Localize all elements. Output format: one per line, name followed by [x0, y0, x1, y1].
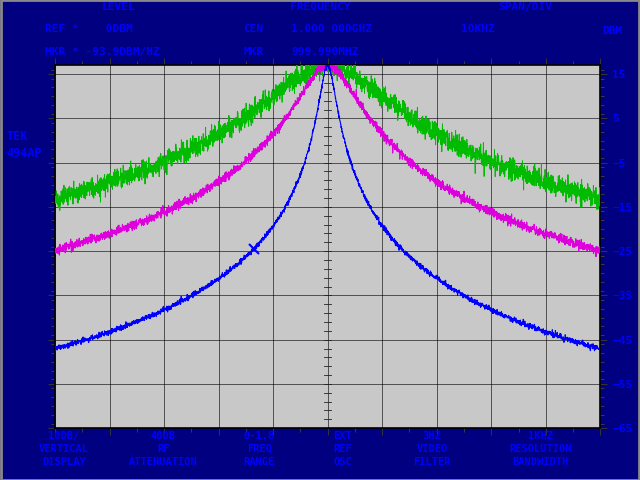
Text: REF *    0DBM: REF * 0DBM: [45, 24, 132, 34]
Text: 10KHZ: 10KHZ: [461, 24, 495, 34]
Text: FREQUENCY: FREQUENCY: [290, 2, 350, 12]
Text: DBM: DBM: [602, 26, 622, 36]
Text: EXT
REF
OSC: EXT REF OSC: [333, 431, 352, 467]
Text: MKR: MKR: [243, 47, 264, 57]
Text: 3HZ
VIDEO
FILTER: 3HZ VIDEO FILTER: [413, 431, 451, 467]
Text: 0-1.8
FREQ
RANGE: 0-1.8 FREQ RANGE: [244, 431, 275, 467]
Text: 40DB
RF
ATTENUATION: 40DB RF ATTENUATION: [129, 431, 198, 467]
Text: 999.990MHZ: 999.990MHZ: [291, 47, 358, 57]
Text: 1KHZ
RESOLUTION
BANDWIDTH: 1KHZ RESOLUTION BANDWIDTH: [509, 431, 572, 467]
Text: SPAN/DIV: SPAN/DIV: [498, 2, 552, 12]
Text: MKR * -93.9DBM/HZ: MKR * -93.9DBM/HZ: [45, 47, 159, 57]
Text: 1.000 000GHZ: 1.000 000GHZ: [291, 24, 372, 34]
Text: TEK
494AP: TEK 494AP: [6, 130, 42, 160]
Text: 10DB/
VERTICAL
DISPLAY: 10DB/ VERTICAL DISPLAY: [39, 431, 89, 467]
Text: LEVEL: LEVEL: [102, 2, 135, 12]
Text: CEN: CEN: [243, 24, 264, 34]
